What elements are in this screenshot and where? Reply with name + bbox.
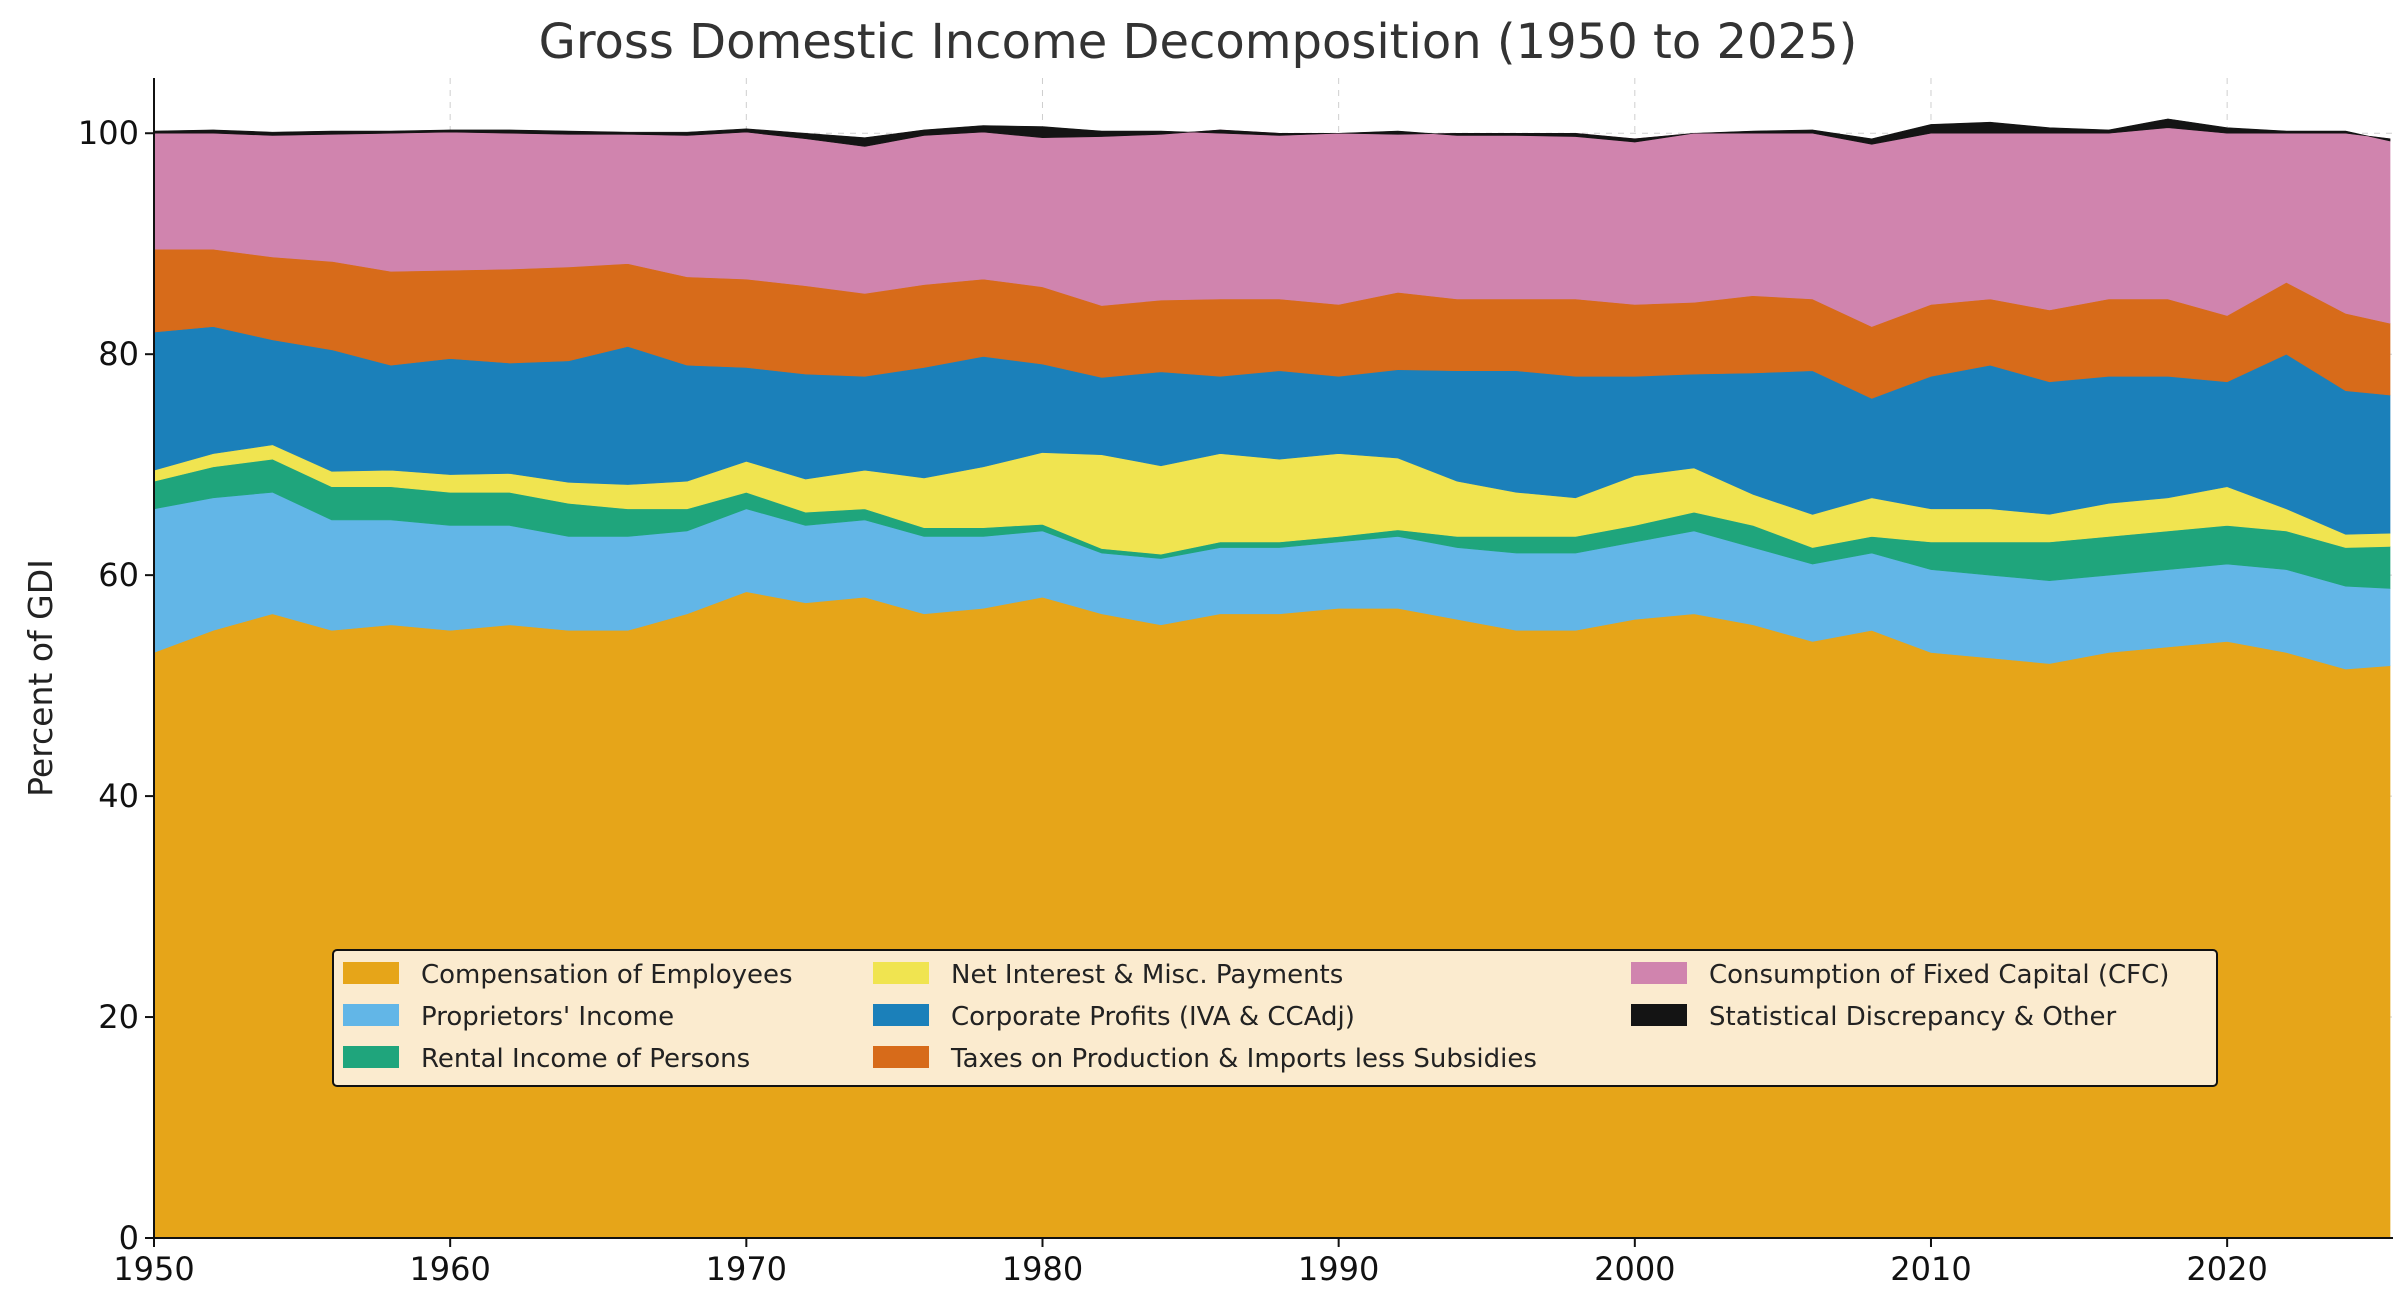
legend-label: Corporate Profits (IVA & CCAdj) bbox=[951, 1002, 1355, 1032]
x-tick-label: 1990 bbox=[1298, 1250, 1379, 1288]
legend-label: Statistical Discrepancy & Other bbox=[1709, 1002, 2116, 1032]
legend-label: Compensation of Employees bbox=[421, 960, 793, 990]
legend-swatch bbox=[873, 962, 929, 984]
y-tick-label: 100 bbox=[78, 114, 139, 152]
area-series-1 bbox=[153, 591, 2391, 1239]
x-tick-label: 1980 bbox=[1002, 1250, 1083, 1288]
x-tick-label: 1960 bbox=[409, 1250, 490, 1288]
legend-swatch bbox=[343, 1046, 399, 1068]
legend-swatch bbox=[873, 1004, 929, 1026]
axes: 1950 1960 1970 1980 1990 2000 2010 2020 0 20 40 60 8… bbox=[78, 78, 2393, 1288]
legend-swatch bbox=[1631, 962, 1687, 984]
legend-box bbox=[332, 949, 2218, 1087]
legend: Compensation of Employees Proprietors' In… bbox=[332, 949, 2218, 1087]
y-tick-label: 80 bbox=[98, 335, 139, 373]
legend-swatch bbox=[343, 962, 399, 984]
area-series-8 bbox=[153, 118, 2391, 147]
legend-swatch bbox=[873, 1046, 929, 1068]
legend-label: Rental Income of Persons bbox=[421, 1044, 750, 1074]
y-axis-label: Percent of GDI bbox=[21, 559, 60, 797]
y-tick-label: 0 bbox=[119, 1219, 139, 1257]
legend-label: Taxes on Production & Imports less Subsi… bbox=[950, 1044, 1537, 1074]
legend-swatch bbox=[1631, 1004, 1687, 1026]
legend-label: Proprietors' Income bbox=[421, 1002, 674, 1032]
y-tick-label: 20 bbox=[98, 998, 139, 1036]
x-tick-label: 2010 bbox=[1890, 1250, 1971, 1288]
x-tick-label: 1970 bbox=[706, 1250, 787, 1288]
y-tick-label: 60 bbox=[98, 556, 139, 594]
chart-title: Gross Domestic Income Decomposition (195… bbox=[539, 14, 1858, 70]
legend-swatch bbox=[343, 1004, 399, 1026]
x-tick-label: 1950 bbox=[113, 1250, 194, 1288]
legend-label: Net Interest & Misc. Payments bbox=[951, 960, 1343, 990]
x-tick-label: 2000 bbox=[1594, 1250, 1675, 1288]
legend-label: Consumption of Fixed Capital (CFC) bbox=[1709, 960, 2169, 990]
y-tick-label: 40 bbox=[98, 777, 139, 815]
x-tick-label: 2020 bbox=[2186, 1250, 2267, 1288]
